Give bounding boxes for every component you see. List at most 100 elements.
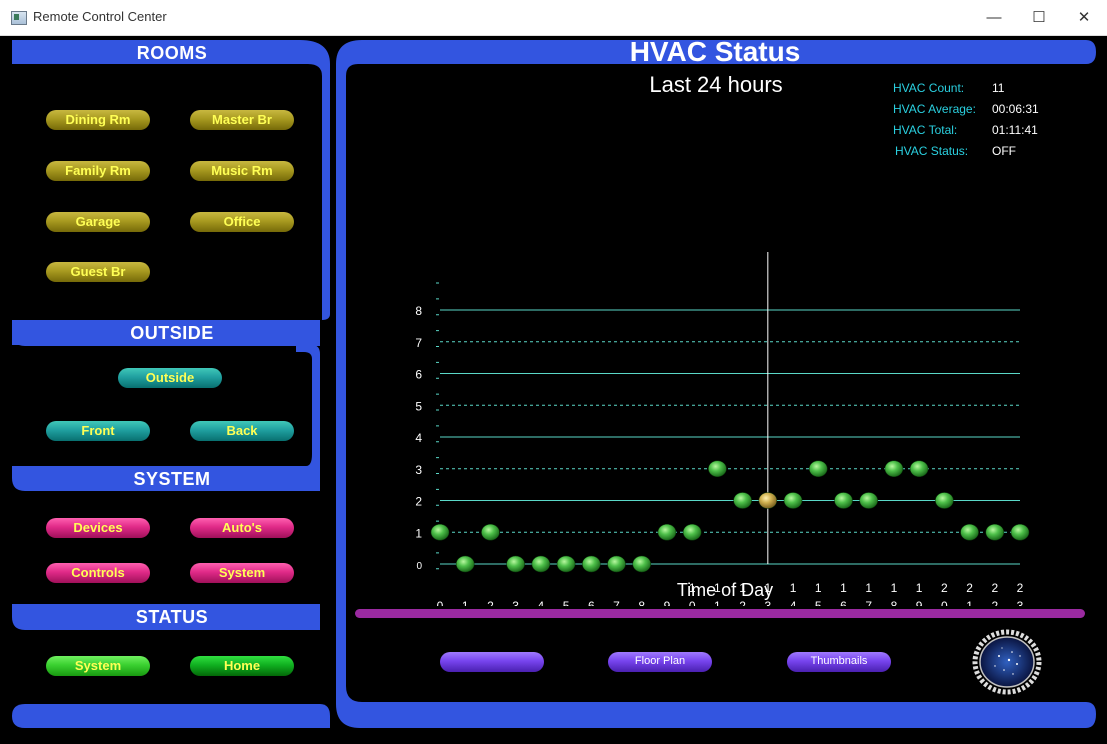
app-content: ROOMS OUTSIDE SYSTEM STATUS Dining Rm Ma… [0, 36, 1107, 744]
data-point [859, 492, 878, 509]
y-tick-label: 0 [416, 561, 422, 572]
data-point [506, 555, 525, 573]
outside-button[interactable]: Outside [118, 368, 222, 388]
y-tick-label: 2 [415, 495, 422, 509]
x-tick-label: 7 [865, 599, 872, 606]
data-point [809, 460, 828, 477]
hvac-status-label: HVAC Status: [895, 144, 969, 158]
data-point [481, 524, 500, 541]
data-point [960, 524, 979, 541]
x-tick-label: 3 [1017, 599, 1024, 606]
hvac-count-label: HVAC Count: [893, 81, 965, 95]
x-tick-label: 2 [487, 599, 494, 606]
y-tick-label: 1 [415, 526, 422, 540]
x-tick-label: 1 [790, 581, 797, 595]
data-point [935, 492, 954, 509]
floor-plan-button[interactable]: Floor Plan [608, 652, 712, 672]
x-tick-label: 1 [891, 581, 898, 595]
app-icon [11, 11, 27, 25]
x-tick-label: 4 [538, 599, 545, 606]
data-point [455, 555, 475, 573]
maximize-button[interactable]: ☐ [1032, 9, 1046, 26]
system-settings-button[interactable]: System [190, 563, 294, 583]
blank-button[interactable] [440, 652, 544, 672]
hvac-subtitle: Last 24 hours [649, 72, 783, 97]
data-point [783, 492, 803, 509]
data-point [909, 460, 929, 477]
x-tick-label: 1 [764, 581, 771, 595]
hvac-count-value: 11 [992, 81, 1005, 95]
data-point [1010, 524, 1030, 541]
data-point [657, 524, 677, 541]
data-point [632, 555, 651, 573]
dining-room-button[interactable]: Dining Rm [46, 110, 150, 130]
x-tick-label: 1 [865, 581, 872, 595]
garage-button[interactable]: Garage [46, 212, 150, 232]
hvac-total-label: HVAC Total: [893, 123, 958, 137]
data-point [708, 460, 727, 477]
guest-bedroom-button[interactable]: Guest Br [46, 262, 150, 282]
window-title: Remote Control Center [33, 9, 167, 24]
status-system-button[interactable]: System [46, 656, 150, 676]
data-point [733, 492, 752, 509]
rooms-section-label: ROOMS [136, 43, 208, 63]
front-button[interactable]: Front [46, 421, 150, 441]
x-tick-label: 0 [941, 599, 948, 606]
data-point [834, 492, 853, 509]
data-point [556, 555, 576, 573]
x-tick-label: 1 [714, 581, 721, 595]
x-tick-label: 5 [563, 599, 570, 606]
x-tick-label: 6 [588, 599, 595, 606]
data-point [531, 555, 551, 573]
music-room-button[interactable]: Music Rm [190, 161, 294, 181]
hvac-average-value: 00:06:31 [992, 102, 1039, 116]
x-tick-label: 9 [916, 599, 923, 606]
x-tick-label: 2 [991, 581, 998, 595]
x-tick-label: 1 [689, 581, 696, 595]
left-panel-frame [12, 40, 330, 728]
x-tick-label: 8 [638, 599, 645, 606]
x-tick-label: 1 [840, 581, 847, 595]
master-bedroom-button[interactable]: Master Br [190, 110, 294, 130]
x-tick-label: 0 [689, 599, 696, 606]
x-tick-label: 7 [613, 599, 620, 606]
x-tick-label: 6 [840, 599, 847, 606]
hvac-average-label: HVAC Average: [893, 102, 976, 116]
x-tick-label: 3 [764, 599, 771, 606]
x-tick-label: 2 [941, 581, 948, 595]
devices-button[interactable]: Devices [46, 518, 150, 538]
back-button[interactable]: Back [190, 421, 294, 441]
thumbnails-button[interactable]: Thumbnails [787, 652, 891, 672]
x-tick-label: 3 [512, 599, 519, 606]
x-tick-label: 4 [790, 599, 797, 606]
status-home-button[interactable]: Home [190, 656, 294, 676]
office-button[interactable]: Office [190, 212, 294, 232]
x-tick-label: 5 [815, 599, 822, 606]
hvac-status-title: HVAC Status [629, 36, 801, 67]
x-axis-label: Time of Day [677, 580, 773, 600]
x-tick-label: 1 [815, 581, 822, 595]
x-tick-label: 2 [966, 581, 973, 595]
data-point [430, 524, 450, 541]
data-point [758, 492, 778, 509]
x-tick-label: 9 [664, 599, 671, 606]
autos-button[interactable]: Auto's [190, 518, 294, 538]
system-section-label: SYSTEM [133, 469, 211, 489]
x-tick-label: 2 [991, 599, 998, 606]
family-room-button[interactable]: Family Rm [46, 161, 150, 181]
controls-button[interactable]: Controls [46, 563, 150, 583]
hvac-status-value: OFF [992, 144, 1016, 158]
federation-emblem [972, 629, 1042, 695]
data-point [884, 460, 904, 477]
x-tick-label: 8 [891, 599, 898, 606]
x-tick-label: 1 [714, 599, 721, 606]
x-tick-label: 0 [437, 599, 444, 606]
close-button[interactable]: ✕ [1077, 9, 1091, 26]
x-tick-label: 1 [739, 581, 746, 595]
minimize-button[interactable]: — [986, 9, 1002, 26]
x-tick-label: 2 [1017, 581, 1024, 595]
window-titlebar: Remote Control Center — ☐ ✕ [0, 0, 1107, 36]
status-section-label: STATUS [135, 607, 209, 627]
y-tick-label: 7 [415, 336, 422, 350]
y-tick-label: 8 [415, 304, 422, 318]
